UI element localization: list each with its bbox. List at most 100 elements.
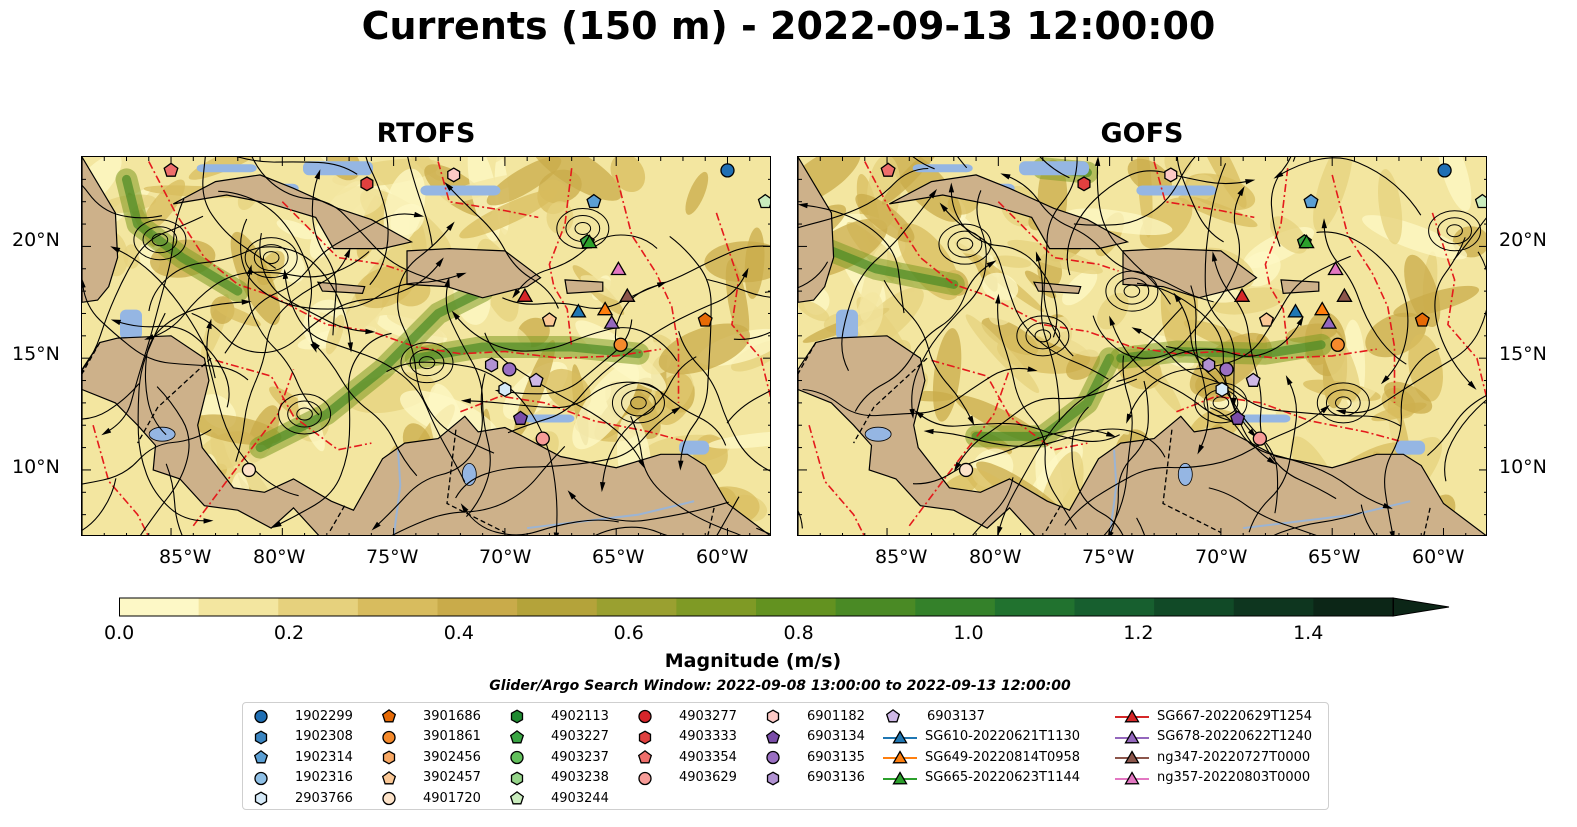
obs-marker-3901686 — [697, 312, 713, 327]
obs-marker-6903137 — [528, 372, 544, 387]
obs-marker-ng347-20220727T0000 — [619, 287, 636, 302]
obs-marker-1902314 — [586, 193, 602, 209]
legend-item: SG667-20220629T1254 — [1115, 706, 1312, 726]
eez-boundary — [437, 161, 539, 219]
legend-marker-circle — [254, 771, 268, 785]
legend-item: 6903136 — [763, 768, 865, 788]
legend-marker-pentagon — [765, 729, 781, 743]
colorbar-segment — [278, 598, 359, 616]
obs-marker-4903354 — [163, 162, 179, 177]
colorbar-label: Magnitude (m/s) — [664, 650, 842, 672]
legend-marker-circle — [382, 791, 396, 806]
legend-label: 4902113 — [551, 708, 609, 724]
obs-marker-4903333 — [1077, 176, 1091, 192]
legend-item: 1902316 — [251, 768, 353, 788]
obs-marker-2903766 — [1215, 381, 1229, 398]
legend-label: 6903136 — [807, 770, 865, 785]
lat-tick-label-left: 10°N — [12, 456, 60, 478]
legend-item: 6903134 — [763, 727, 865, 747]
colorbar-extend-arrow — [1392, 597, 1450, 617]
eez-boundary — [281, 201, 403, 272]
legend-item: 1902314 — [251, 747, 353, 767]
legend-label: 1902314 — [295, 749, 353, 765]
colorbar-tick-label: 0.4 — [443, 622, 474, 644]
obs-marker-6903136 — [1202, 357, 1216, 373]
legend-item: 4903238 — [507, 768, 609, 788]
legend-item: 3901861 — [379, 727, 481, 747]
legend-marker-pentagon — [381, 770, 397, 784]
colorbar-segment — [994, 598, 1076, 616]
legend-marker-hexagon — [510, 709, 524, 724]
colorbar-tick-label: 1.4 — [1293, 622, 1324, 644]
legend-marker-pentagon — [253, 750, 269, 764]
legend-marker-circle — [510, 750, 524, 765]
obs-marker-1902299 — [720, 163, 735, 178]
colorbar-segment — [198, 598, 279, 616]
eez-boundary — [460, 395, 684, 442]
legend-label: 3902456 — [423, 749, 481, 765]
legend-item: ng347-20220727T0000 — [1115, 747, 1310, 767]
obs-marker-3902457 — [541, 312, 557, 327]
legend-item: 4903237 — [507, 747, 609, 767]
lon-tick-label: 70°W — [479, 546, 532, 568]
legend-item: 4903244 — [507, 788, 609, 808]
legend-label: 4903629 — [679, 770, 737, 785]
colorbar-tick-label: 0.6 — [613, 622, 644, 644]
legend-item: SG610-20220621T1130 — [883, 727, 1080, 747]
legend: 1902299 1902308 1902314 1902316 2903766 39016… — [242, 702, 1329, 810]
legend-item: SG649-20220814T0958 — [883, 747, 1080, 767]
eez-boundary — [148, 161, 272, 297]
eez-boundary — [615, 174, 680, 403]
eez-boundary — [908, 369, 1011, 527]
legend-item: 4903333 — [635, 727, 737, 747]
legend-marker-hexagon — [638, 729, 652, 745]
obs-marker-6903135 — [502, 362, 517, 377]
eez-boundary — [986, 294, 1377, 360]
colorbar-segment — [1313, 598, 1394, 616]
panel-title-rtofs: RTOFS — [376, 118, 476, 149]
obs-marker-4903244 — [757, 193, 770, 209]
lat-tick-label-left: 15°N — [12, 343, 60, 365]
legend-marker-circle — [382, 730, 396, 744]
legend-item: 6901182 — [763, 706, 865, 726]
eez-boundary — [1331, 174, 1396, 403]
obs-marker-SG649-20220814T0958 — [596, 301, 614, 316]
eez-boundary — [931, 359, 1088, 451]
eez-boundary — [1153, 161, 1255, 219]
lon-tick-label: 65°W — [592, 546, 645, 568]
colorbar-tick-label: 1.0 — [953, 622, 984, 644]
obs-marker-SG649-20220814T0958 — [1313, 301, 1331, 316]
obs-marker-3901861 — [613, 337, 628, 352]
legend-item: SG665-20220623T1144 — [883, 768, 1080, 788]
legend-marker-triangle-line — [1115, 750, 1149, 764]
obs-marker-SG667-20220629T1254 — [516, 287, 534, 302]
obs-marker-4903244 — [1474, 193, 1486, 209]
legend-label: 3901861 — [423, 729, 481, 744]
legend-item: SG678-20220622T1240 — [1115, 727, 1312, 747]
obs-marker-4903629 — [1252, 431, 1268, 446]
legend-label: SG678-20220622T1240 — [1157, 729, 1313, 744]
obs-marker-4903333 — [360, 176, 374, 192]
legend-marker-hexagon — [382, 750, 396, 765]
legend-item: 4903227 — [507, 727, 609, 747]
eez-boundary — [1176, 395, 1400, 442]
obs-marker-SG665-20220623T1144 — [581, 234, 598, 249]
legend-marker-hexagon — [766, 709, 780, 724]
obs-marker-6903134 — [512, 410, 529, 425]
obs-marker-4901720 — [241, 462, 257, 478]
obs-marker-6903137 — [1245, 372, 1261, 387]
legend-marker-hexagon — [766, 770, 780, 786]
lon-tick-label: 80°W — [253, 546, 306, 568]
legend-marker-pentagon — [885, 709, 901, 723]
legend-item: ng357-20220803T0000 — [1115, 768, 1310, 788]
obs-marker-SG610-20220621T1130 — [570, 303, 587, 318]
lat-tick-label-right: 10°N — [1499, 456, 1547, 478]
legend-label: ng357-20220803T0000 — [1157, 770, 1311, 785]
obs-marker-3902457 — [1258, 312, 1275, 327]
legend-label: 2903766 — [295, 790, 353, 806]
map-panel-rtofs — [81, 156, 771, 536]
obs-marker-ng357-20220803T0000 — [1327, 261, 1344, 276]
legend-marker-pentagon — [509, 729, 525, 743]
legend-marker-circle — [766, 750, 780, 765]
lon-tick-label: 70°W — [1195, 546, 1248, 568]
